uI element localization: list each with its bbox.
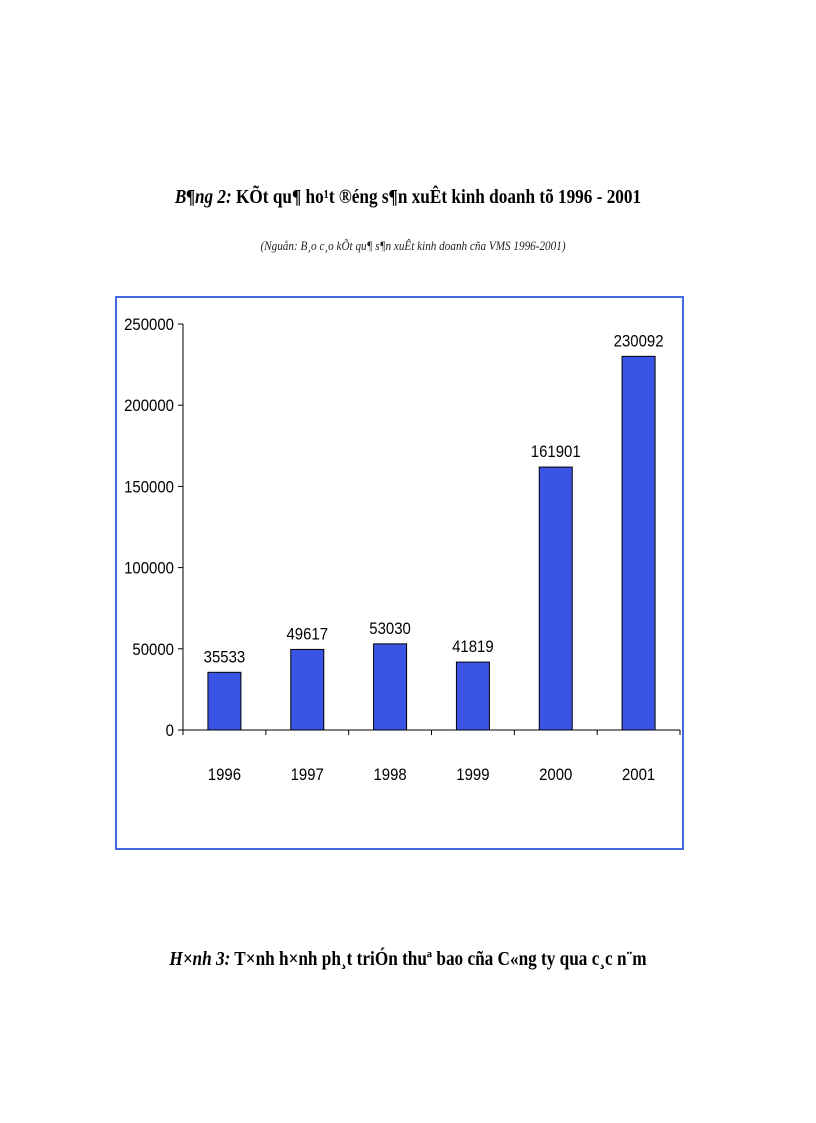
figure-caption-text: T×nh h×nh ph¸t triÓn thuª bao cña C«ng t… xyxy=(234,948,647,970)
x-tick-label-1997: 1997 xyxy=(291,766,324,784)
y-tick-label: 250000 xyxy=(124,316,174,334)
data-label-1996: 35533 xyxy=(204,648,246,666)
table-title-text: KÕt qu¶ ho¹t ®éng s¶n xuÊt kinh doanh tõ… xyxy=(236,186,642,208)
bar-1999 xyxy=(455,661,490,731)
x-tick-label-1996: 1996 xyxy=(208,766,241,784)
table-title: B¶ng 2: KÕt qu¶ ho¹t ®éng s¶n xuÊt kinh … xyxy=(57,186,759,209)
data-label-1997: 49617 xyxy=(286,626,328,644)
bar-1997 xyxy=(290,648,325,731)
x-tick-label-1998: 1998 xyxy=(373,766,406,784)
chart-frame: 0 50000 100000 150000 200000 250000 35533 1996 4… xyxy=(115,296,684,850)
bar-2001 xyxy=(621,355,656,731)
bar-1998 xyxy=(373,643,408,731)
data-label-1999: 41819 xyxy=(452,638,494,656)
figure-caption-lead: H×nh 3: xyxy=(169,948,231,970)
y-tick-label: 150000 xyxy=(124,479,174,497)
bar-chart: 0 50000 100000 150000 200000 250000 35533 1996 4… xyxy=(124,316,681,784)
data-label-2000: 161901 xyxy=(531,443,581,461)
y-tick-label: 200000 xyxy=(124,397,174,415)
figure-caption: H×nh 3: T×nh h×nh ph¸t triÓn thuª bao cñ… xyxy=(57,948,759,971)
source-note: (Nguån: B¸o c¸o kÕt qu¶ s¶n xuÊt kinh do… xyxy=(260,238,566,253)
x-tick-label-2000: 2000 xyxy=(539,766,572,784)
data-label-1998: 53030 xyxy=(369,620,411,638)
table-title-lead: B¶ng 2: xyxy=(174,186,232,208)
y-tick-label: 50000 xyxy=(132,641,174,659)
x-tick-label-2001: 2001 xyxy=(622,766,655,784)
bar-1996 xyxy=(207,671,242,731)
data-label-2001: 230092 xyxy=(614,333,664,351)
x-tick-label-1999: 1999 xyxy=(456,766,489,784)
y-tick-label: 0 xyxy=(166,722,174,740)
bar-2000 xyxy=(538,466,573,731)
y-tick-label: 100000 xyxy=(124,560,174,578)
